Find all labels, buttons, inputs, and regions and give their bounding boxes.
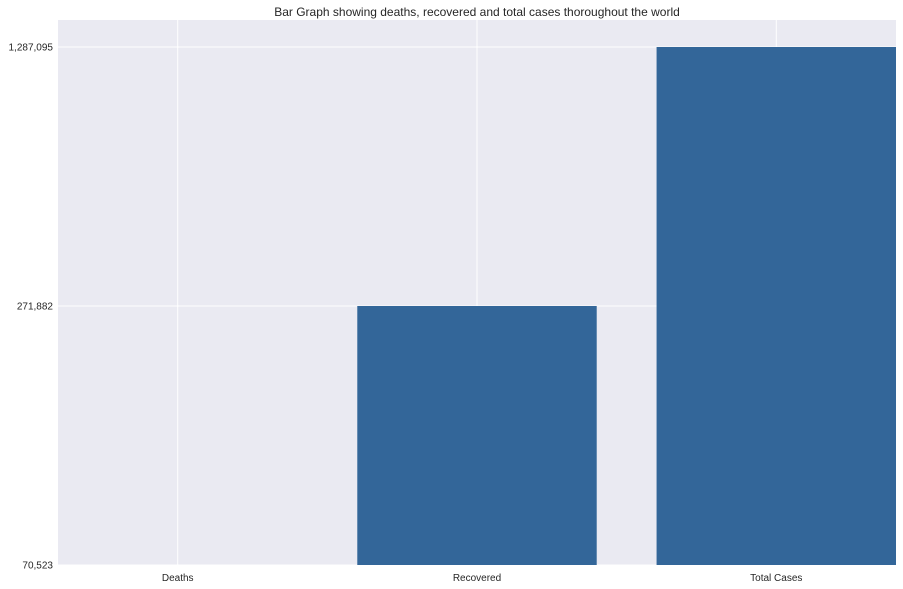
bar-recovered xyxy=(357,306,597,565)
x-axis-ticks: Deaths Recovered Total Cases xyxy=(162,573,803,584)
y-tick-label: 70,523 xyxy=(22,561,53,572)
x-tick-label: Deaths xyxy=(162,573,194,584)
y-tick-label: 1,287,095 xyxy=(9,43,54,54)
y-tick-label: 271,882 xyxy=(17,302,54,313)
bars xyxy=(357,47,896,565)
y-axis-ticks: 70,523 271,882 1,287,095 xyxy=(9,43,54,572)
x-tick-label: Recovered xyxy=(453,573,501,584)
chart-title: Bar Graph showing deaths, recovered and … xyxy=(274,5,680,19)
bar-total-cases xyxy=(656,47,896,565)
x-tick-label: Total Cases xyxy=(750,573,802,584)
